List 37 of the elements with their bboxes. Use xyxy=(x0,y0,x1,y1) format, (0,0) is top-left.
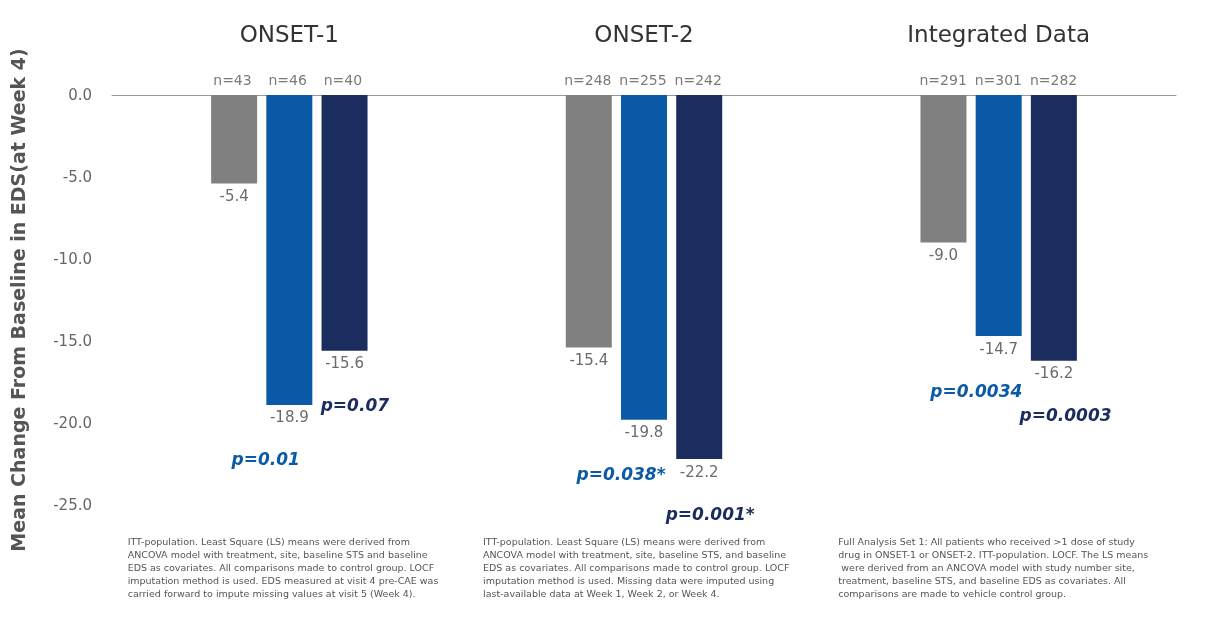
y-tick-label: -25.0 xyxy=(53,496,92,514)
y-tick-label: -15.0 xyxy=(53,332,92,350)
data-label: -22.2 xyxy=(679,462,719,481)
text: n=248 xyxy=(564,72,612,88)
y-tick-label: -10.0 xyxy=(53,250,92,268)
text: n=301 xyxy=(974,72,1022,88)
text: Full Analysis Set 1: All patients who received >1 dose of study drug in ONSET-1 or ONSET-2. ITT-population. LOCF. The LS means were derived from an ANCOVA model with study number site, treatment, baseline STS, and baseline EDS as covariates. All comparisons are made to vehicle control group. xyxy=(838,536,1149,599)
data-label: -18.9 xyxy=(269,408,309,427)
data-label: -15.6 xyxy=(325,354,364,373)
data-label: -14.7 xyxy=(979,339,1019,358)
x-tick-label: ONSET-2 xyxy=(594,20,694,47)
annotation: p=0.038* xyxy=(575,464,666,485)
x-tick-label: Integrated Data xyxy=(907,20,1091,47)
text: n=40 xyxy=(323,72,363,88)
text: ITT-population. Least Square (LS) means were derived from ANCOVA model with treatment, site, baseline STS, and baseline EDS as covariates. All comparisons made to control group. LOCF imputation method is used. Missing data were imputed using last-available data at Week 1, Week 2, or Week 4. xyxy=(483,536,793,599)
data-label: -19.8 xyxy=(624,423,664,442)
y-tick-label: -20.0 xyxy=(53,414,92,432)
y-tick-label: 0.0 xyxy=(68,86,92,104)
y-axis-title: Mean Change From Baseline in EDS(at Week 4) xyxy=(6,48,29,552)
annotation: p=0.001* xyxy=(664,503,755,524)
text: ITT-population. Least Square (LS) means were derived from ANCOVA model with treatment, site, baseline STS and baseline EDS as covariates. All comparisons made to control group. LOCF imputation method is used. EDS measured at visit 4 pre-CAE was carried forward to impute missing values at visit 5 (Week 4). xyxy=(127,536,442,599)
y-tick-label: -5.0 xyxy=(62,168,92,186)
data-label: -5.4 xyxy=(219,187,249,206)
annotation: p=0.01 xyxy=(230,449,300,470)
data-label: -15.4 xyxy=(569,351,609,370)
text: n=242 xyxy=(674,72,722,88)
text: n=43 xyxy=(213,72,252,88)
data-label: -9.0 xyxy=(928,246,959,265)
annotation: p=0.07 xyxy=(319,395,390,416)
text: n=282 xyxy=(1029,72,1078,88)
data-label: -16.2 xyxy=(1034,364,1074,383)
x-tick-label: ONSET-1 xyxy=(239,20,339,47)
text: n=46 xyxy=(268,72,307,88)
annotation: p=0.0003 xyxy=(1018,405,1112,426)
text: n=255 xyxy=(619,72,667,88)
annotation: p=0.0034 xyxy=(929,380,1023,401)
text: n=291 xyxy=(919,72,967,88)
